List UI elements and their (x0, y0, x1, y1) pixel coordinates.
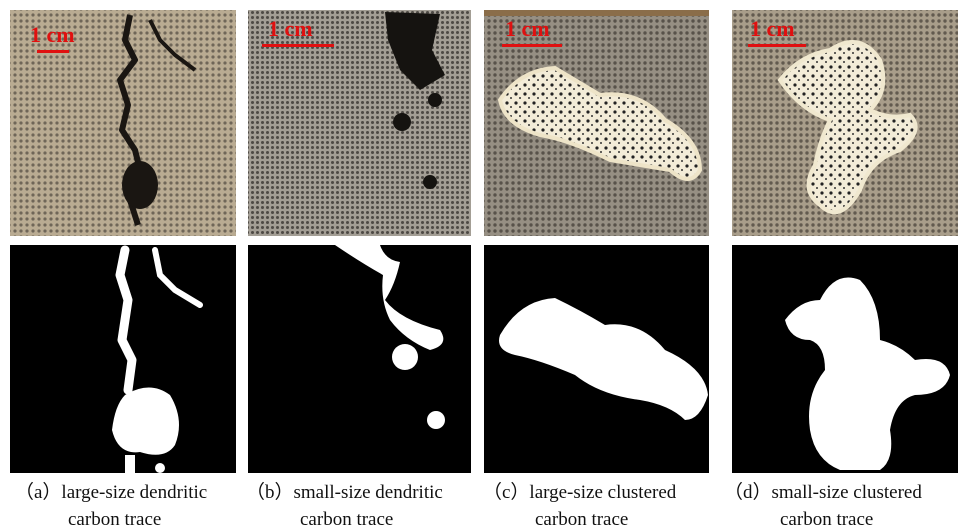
caption: carbon trace (535, 509, 628, 530)
caption: （b）small-size dendritic (246, 481, 443, 503)
caption: carbon trace (780, 509, 873, 530)
caption: carbon trace (300, 509, 393, 530)
scale-label: 1 cm (750, 16, 795, 41)
caption: （a）large-size dendritic (15, 481, 207, 503)
scale-label: 1 cm (268, 16, 313, 41)
scale-label: 1 cm (505, 16, 550, 41)
scale-label: 1 cm (30, 22, 75, 47)
mask-d (732, 245, 958, 473)
photo-b (248, 10, 471, 236)
mask-c (484, 245, 709, 473)
mask-a (10, 245, 236, 473)
caption: （c）large-size clustered (483, 481, 677, 503)
mask-b (248, 245, 471, 473)
figure: 1 cm 1 cm 1 cm 1 cm （a）large-size dendri… (0, 0, 962, 531)
photo-d (732, 10, 958, 236)
caption: （d）small-size clustered (724, 481, 922, 503)
photo-c (484, 10, 709, 236)
caption: carbon trace (68, 509, 161, 530)
